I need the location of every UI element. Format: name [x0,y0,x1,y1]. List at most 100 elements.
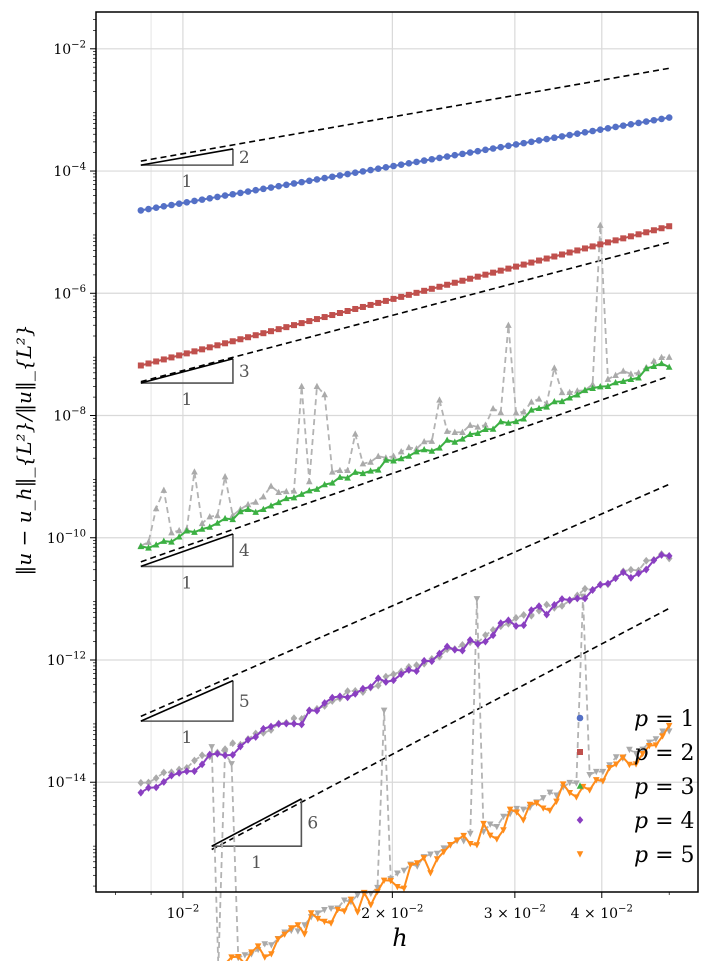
slope-run-label: 1 [251,853,262,873]
series-point [414,290,420,296]
series-point [191,348,197,354]
series-point [551,254,557,260]
series-point [245,188,252,195]
series-point [329,173,336,180]
series-point [260,186,267,193]
series-point [543,136,550,143]
series-point [413,159,420,166]
series-point [276,326,282,332]
series-point [153,358,159,364]
series-point [574,247,580,253]
series-point [199,196,206,203]
series-point [429,286,435,292]
series-point [536,258,542,264]
series-point [528,260,534,266]
series-point [245,334,251,340]
series-point [513,264,519,270]
series-point [176,200,183,207]
series-point [651,117,658,124]
slope-rise-label: 5 [239,692,250,712]
series-point [268,184,275,191]
series-point [482,272,488,278]
series-point [329,312,335,318]
series-point [475,274,481,280]
series-point [321,175,328,182]
series-point [322,314,328,320]
series-point [168,202,175,209]
series-point [597,241,603,247]
series-point [183,199,190,206]
x-axis-label: h [392,924,407,952]
series-point [230,338,236,344]
series-point [520,140,527,147]
series-point [298,179,305,186]
series-point [659,225,665,231]
series-point [559,133,566,140]
series-point [206,195,213,202]
series-point [559,251,565,257]
series-point [214,194,221,201]
series-point [207,344,213,350]
series-point [375,300,381,306]
series-point [490,145,497,152]
series-point [551,134,558,141]
series-point [620,122,627,129]
legend-marker [577,749,583,755]
series-point [528,138,535,145]
series-point [513,141,520,148]
series-point [597,126,604,133]
series-point [406,292,412,298]
series-point [391,296,397,302]
series-point [436,155,443,162]
series-point [199,346,205,352]
series-point [153,204,160,211]
series-point [368,302,374,308]
legend-label: p = 2 [634,741,695,766]
series-point [605,125,612,132]
series-point [314,176,321,183]
series-point [658,116,665,123]
series-point [383,164,390,171]
series-point [345,308,351,314]
series-point [352,169,359,176]
series-point [421,288,427,294]
series-point [283,182,290,189]
series-point [505,143,512,150]
series-point [613,237,619,243]
series-point [452,280,458,286]
series-point [383,298,389,304]
y-axis-label: ‖u − u_h‖_{L²}/‖u‖_{L²} [12,324,37,575]
series-point [429,156,436,163]
series-point [521,262,527,268]
series-point [214,342,220,348]
series-point [643,229,649,235]
series-point [291,322,297,328]
slope-rise-label: 4 [239,541,250,561]
series-point [138,207,145,214]
series-point [229,191,236,198]
series-point [222,340,228,346]
slope-run-label: 1 [181,172,192,192]
series-point [344,171,351,178]
series-point [375,165,382,172]
legend-marker [577,715,584,722]
slope-rise-label: 2 [239,148,250,168]
series-point [398,161,405,168]
series-point [482,147,489,154]
series-point [237,190,244,197]
slope-run-label: 1 [181,573,192,593]
series-point [666,223,672,229]
series-point [367,167,374,174]
series-point [628,233,634,239]
series-point [497,144,504,151]
series-point [283,324,289,330]
series-point [138,362,144,368]
series-point [582,129,589,136]
series-point [589,128,596,135]
series-point [161,203,168,210]
series-point [666,114,673,121]
series-point [253,332,259,338]
series-point [612,124,619,131]
legend-label: p = 4 [634,809,695,834]
series-point [444,153,451,160]
